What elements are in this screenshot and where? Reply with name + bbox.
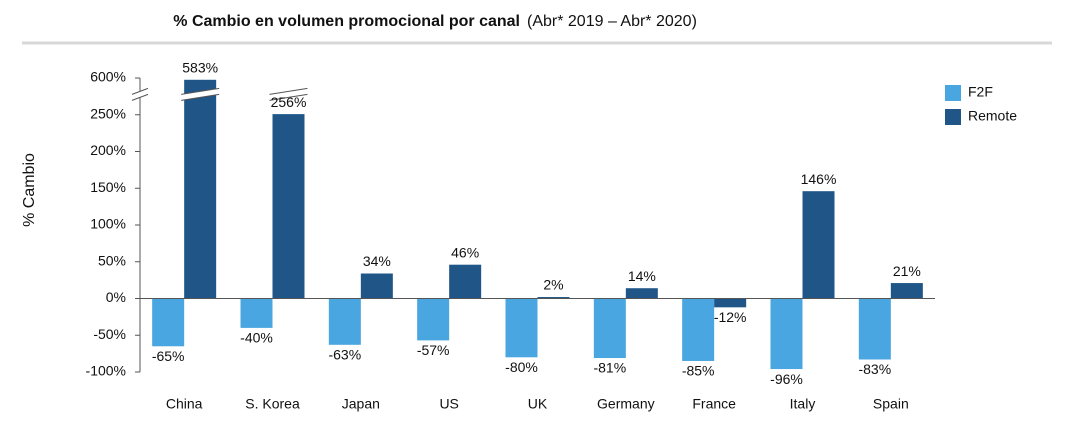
x-tick-label: Japan (342, 396, 380, 412)
data-label: 583% (182, 59, 218, 75)
y-tick-label: 250% (90, 105, 126, 121)
bar (449, 264, 482, 299)
legend-label: Remote (968, 108, 1017, 124)
axis-break-mark (181, 93, 220, 101)
y-tick-label: 50% (98, 252, 126, 268)
x-tick-label: UK (528, 396, 548, 412)
bar (770, 298, 803, 370)
x-tick-label: US (439, 396, 458, 412)
legend-label: F2F (968, 84, 993, 100)
data-label: -81% (593, 360, 626, 376)
data-label: -65% (152, 348, 185, 364)
axis-break-gap (181, 88, 220, 101)
x-tick-label: France (692, 396, 736, 412)
data-label: -85% (682, 363, 715, 379)
data-label: -57% (417, 342, 450, 358)
bar (802, 191, 835, 299)
bar (625, 288, 658, 299)
x-tick-label: S. Korea (245, 396, 300, 412)
bar (360, 273, 393, 299)
bar (272, 114, 305, 299)
data-label: -63% (328, 347, 361, 363)
y-tick-label: 100% (90, 216, 126, 232)
data-label: -12% (714, 309, 747, 325)
bar (184, 79, 217, 299)
y-axis-label: % Cambio (21, 153, 38, 227)
y-tick-label: 600% (90, 69, 126, 85)
axis-break-mark (131, 93, 149, 101)
axis-break-mark (269, 87, 308, 95)
axis-break-gap (269, 88, 308, 101)
chart-title: % Cambio en volumen promocional por cana… (173, 13, 520, 30)
axis-break-mark (181, 87, 220, 95)
y-tick-label: -50% (93, 326, 126, 342)
bar (714, 298, 747, 308)
data-label: 14% (628, 268, 656, 284)
data-label: 146% (801, 171, 837, 187)
bar (417, 298, 450, 341)
data-label: 21% (893, 263, 921, 279)
bar (537, 297, 570, 299)
y-tick-label: 0% (106, 289, 126, 305)
legend-swatch (945, 109, 961, 125)
x-tick-label: Spain (873, 396, 909, 412)
bar (682, 298, 715, 361)
chart-subtitle: (Abr* 2019 – Abr* 2020) (527, 13, 697, 30)
y-tick-label: 150% (90, 179, 126, 195)
data-label: 256% (271, 94, 307, 110)
legend-swatch (945, 85, 961, 101)
data-label: -40% (240, 330, 273, 346)
bar (152, 298, 185, 347)
bar (890, 283, 923, 299)
bar (240, 298, 273, 328)
axis-break-mark (131, 87, 149, 95)
data-label: -80% (505, 359, 538, 375)
data-label: 2% (543, 277, 563, 293)
axis-break-mark (269, 93, 308, 101)
y-tick-label: -100% (86, 363, 126, 379)
data-label: 46% (451, 244, 479, 260)
bar (505, 298, 538, 358)
x-tick-label: Germany (597, 396, 655, 412)
data-label: -96% (770, 371, 803, 387)
y-tick-label: 200% (90, 142, 126, 158)
x-tick-label: China (166, 396, 203, 412)
bar (593, 298, 626, 359)
x-tick-label: Italy (790, 396, 816, 412)
data-label: 34% (363, 253, 391, 269)
bar (328, 298, 361, 345)
axis-break-gap (132, 88, 148, 101)
data-label: -83% (858, 361, 891, 377)
bar (858, 298, 891, 360)
